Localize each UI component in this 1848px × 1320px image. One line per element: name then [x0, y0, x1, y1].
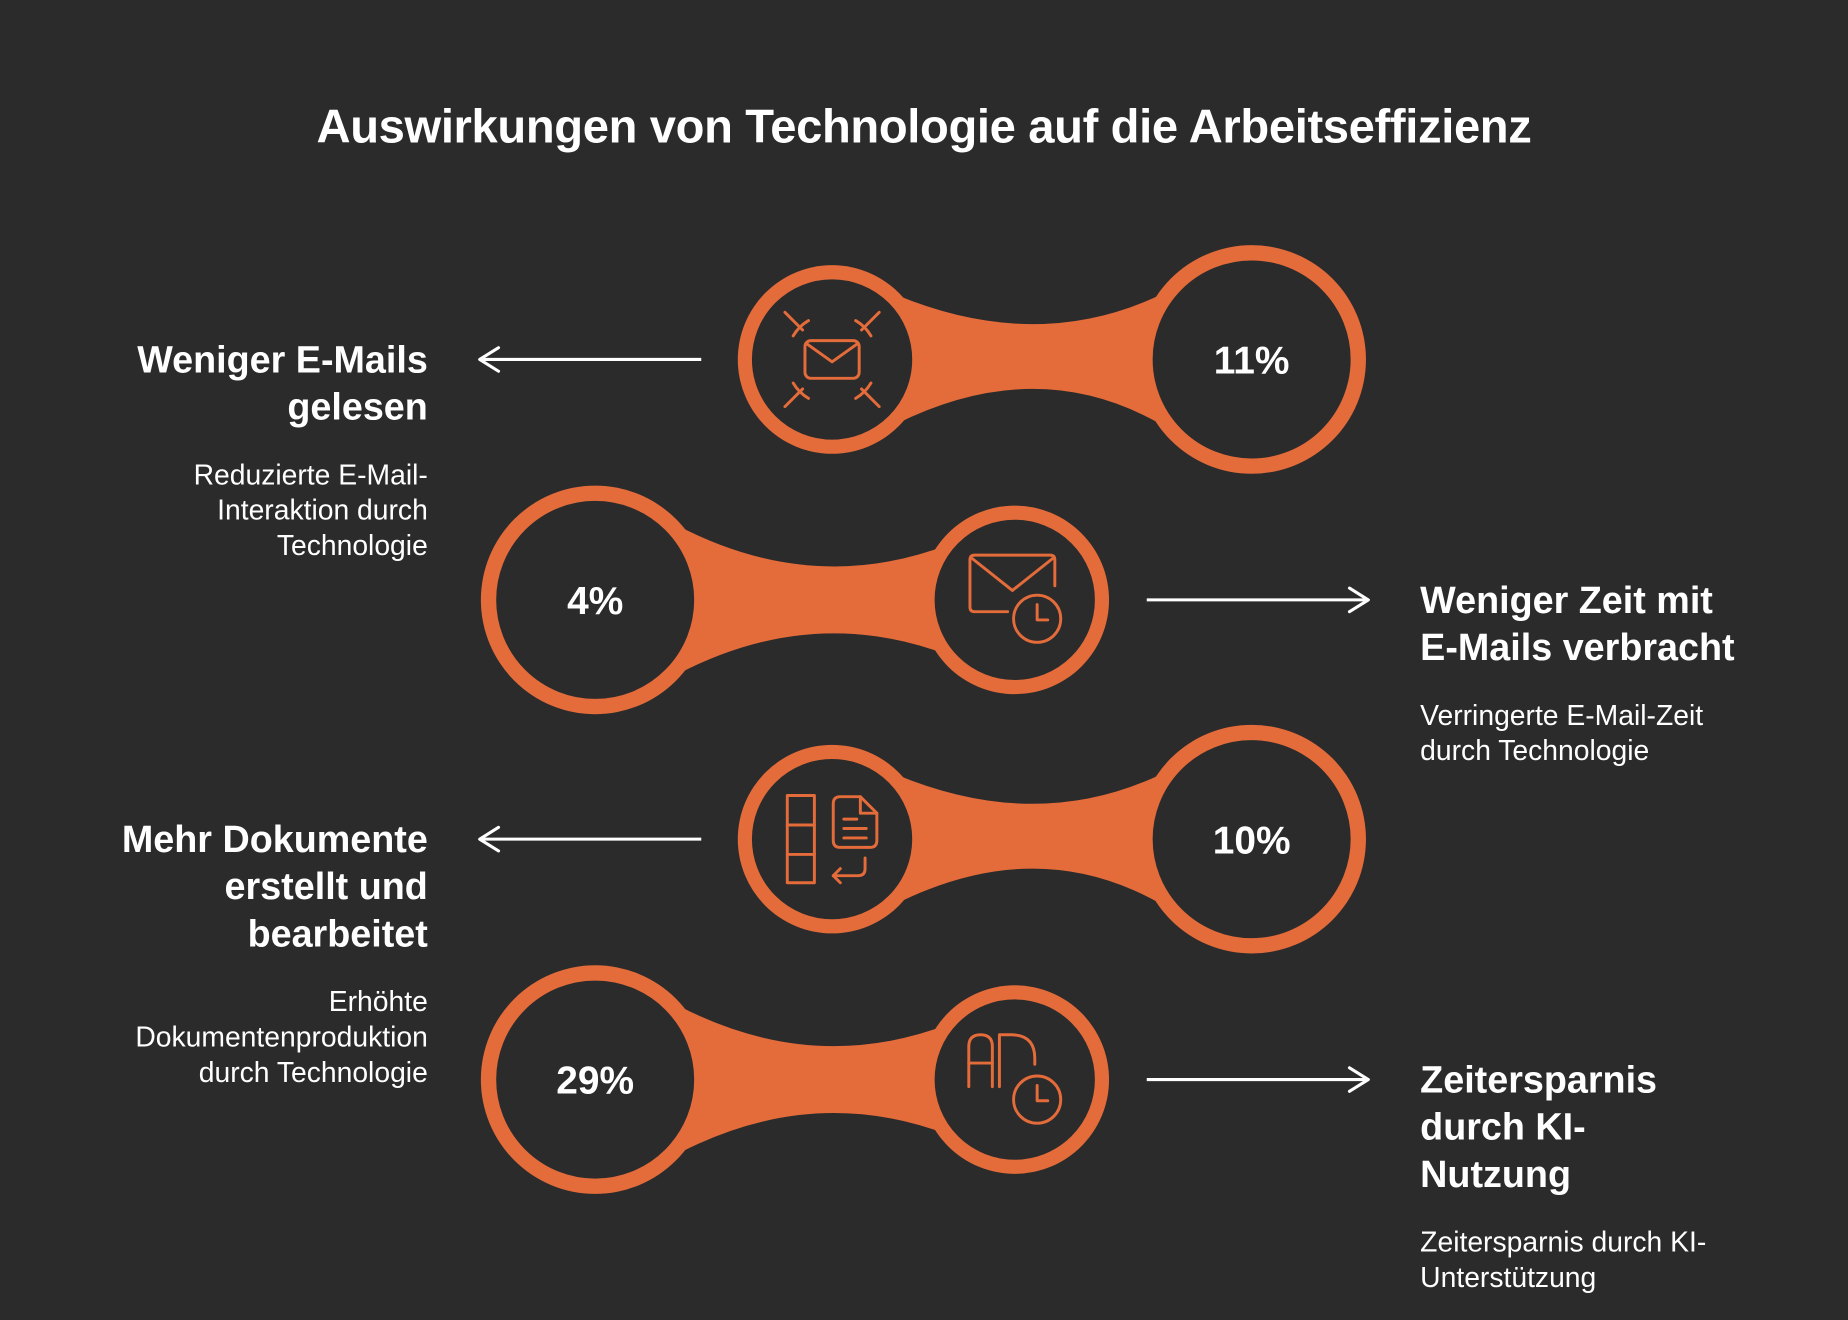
- item-description: Erhöhte Dokumentenproduktion durch Techn…: [135, 986, 428, 1089]
- connector-shape: [677, 525, 949, 675]
- item-3-text: Mehr Dokumente erstellt und bearbeitet E…: [86, 816, 428, 1092]
- item-description: Reduzierte E-Mail-Interaktion durch Tech…: [193, 459, 428, 563]
- item-description: Verringerte E-Mail-Zeit durch Technologi…: [1420, 700, 1704, 768]
- item-heading: Mehr Dokumente erstellt und bearbeitet: [121, 817, 428, 955]
- value-text: 10%: [1213, 819, 1291, 862]
- row-1: 11%: [478, 245, 1366, 474]
- email-target-icon: [783, 310, 881, 409]
- item-description: Zeitersparnis durch KI-Unterstützung: [1420, 1226, 1707, 1295]
- item-heading: Weniger E-Mails gelesen: [137, 338, 428, 428]
- connector-shape: [677, 1005, 949, 1154]
- connector-shape: [895, 774, 1161, 904]
- item-4-text: Zeitersparnis durch KI-Nutzung Zeiterspa…: [1420, 1056, 1706, 1296]
- row-3: 10%: [478, 724, 1366, 954]
- ai-clock-icon: [967, 1033, 1063, 1125]
- page-title: Auswirkungen von Technologie auf die Arb…: [316, 101, 1532, 154]
- document-edit-icon: [785, 794, 879, 885]
- email-clock-icon: [968, 553, 1063, 644]
- item-2-text: Weniger Zeit mit E-Mails verbracht Verri…: [1420, 576, 1744, 769]
- connector-shape: [895, 294, 1161, 425]
- item-1-text: Weniger E-Mails gelesen Reduzierte E-Mai…: [74, 336, 428, 565]
- value-text: 11%: [1214, 340, 1290, 383]
- row-2: 4%: [480, 485, 1370, 715]
- item-heading: Weniger Zeit mit E-Mails verbracht: [1420, 578, 1735, 669]
- item-heading: Zeitersparnis durch KI-Nutzung: [1420, 1058, 1658, 1196]
- row-4: 29%: [480, 965, 1370, 1194]
- value-text: 29%: [556, 1060, 634, 1103]
- value-text: 4%: [567, 580, 623, 623]
